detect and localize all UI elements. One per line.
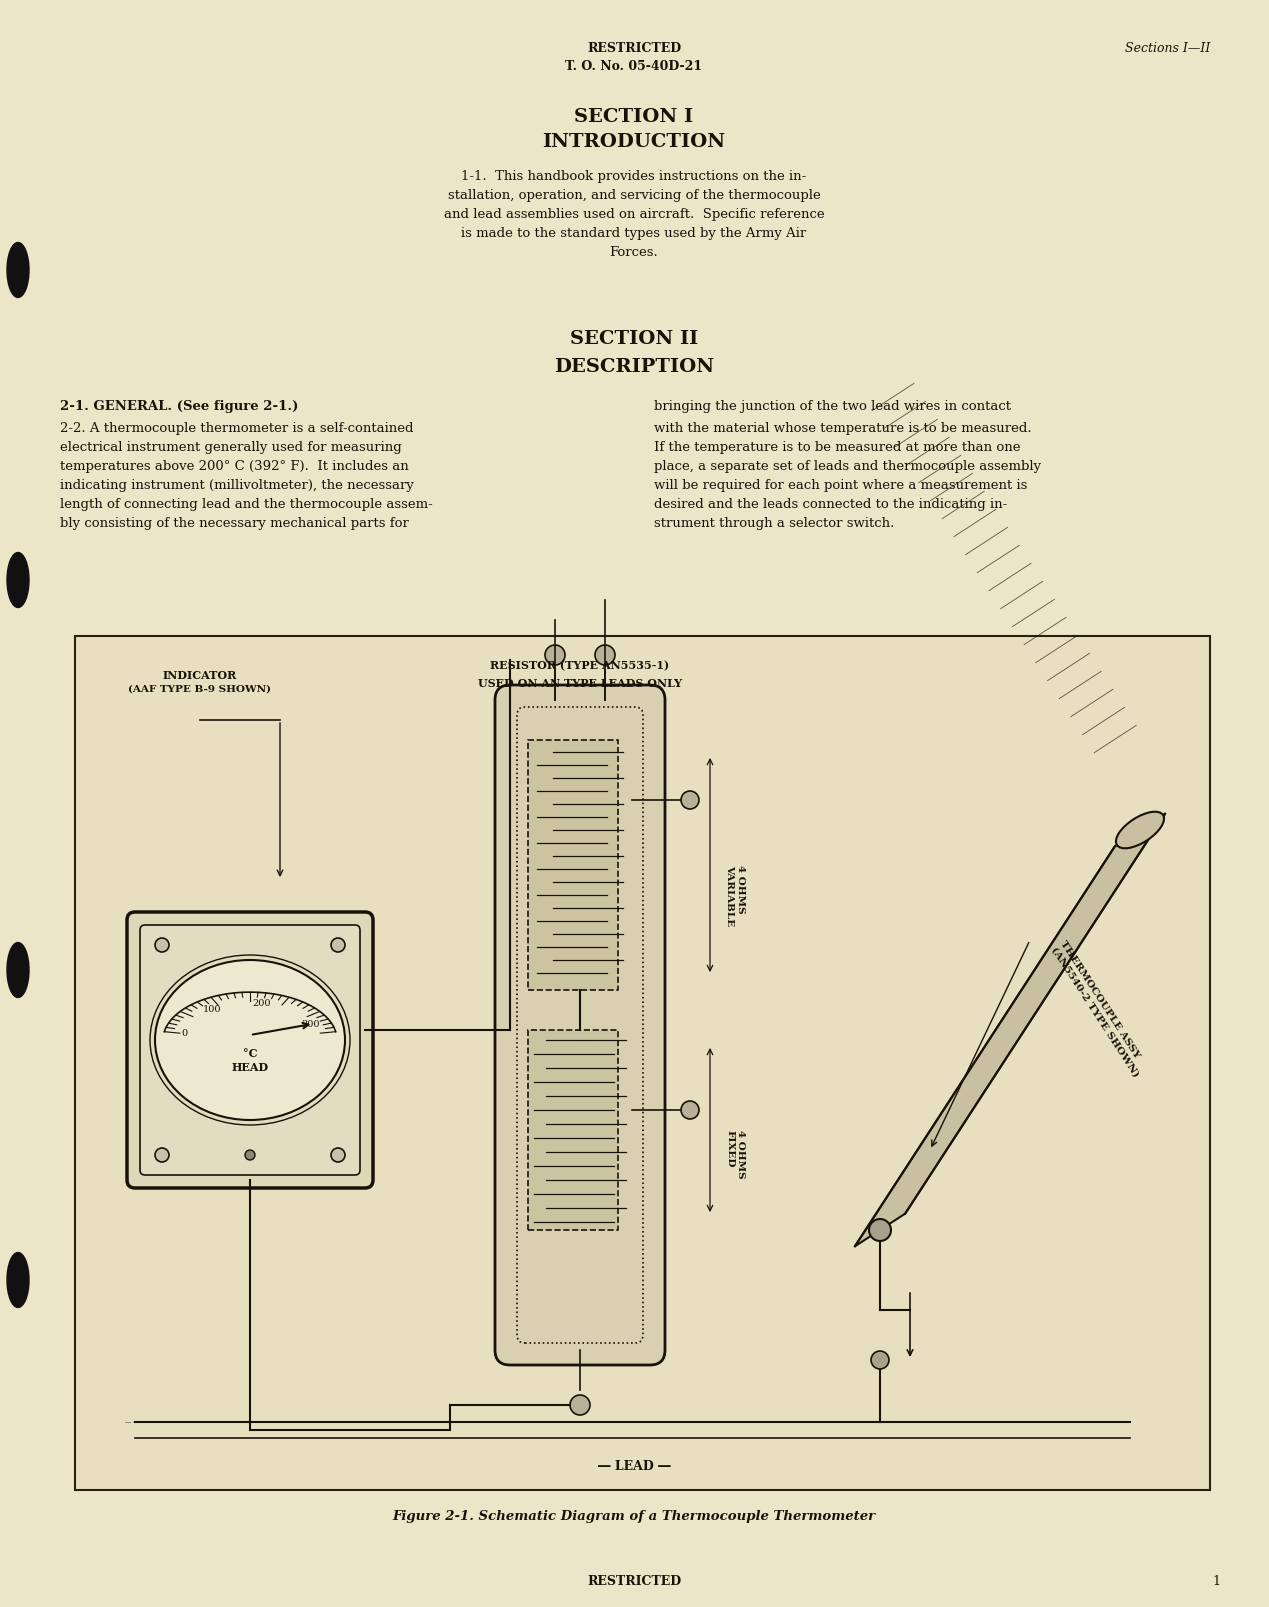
Ellipse shape bbox=[871, 1351, 890, 1369]
Text: 4 OHMS
FIXED: 4 OHMS FIXED bbox=[726, 1130, 745, 1178]
Ellipse shape bbox=[595, 644, 615, 665]
Ellipse shape bbox=[8, 942, 29, 998]
Text: (AAF TYPE B-9 SHOWN): (AAF TYPE B-9 SHOWN) bbox=[128, 685, 272, 694]
Ellipse shape bbox=[681, 1101, 699, 1118]
Text: SECTION II: SECTION II bbox=[570, 329, 698, 349]
Text: bringing the junction of the two lead wires in contact: bringing the junction of the two lead wi… bbox=[654, 400, 1011, 413]
FancyBboxPatch shape bbox=[495, 685, 665, 1364]
Ellipse shape bbox=[869, 1220, 891, 1241]
Text: 2-1. GENERAL. (See figure 2-1.): 2-1. GENERAL. (See figure 2-1.) bbox=[60, 400, 298, 413]
Ellipse shape bbox=[155, 938, 169, 951]
Text: °C: °C bbox=[242, 1048, 258, 1059]
Text: 0: 0 bbox=[181, 1028, 187, 1038]
Ellipse shape bbox=[8, 553, 29, 607]
Text: HEAD: HEAD bbox=[231, 1062, 269, 1073]
Text: 300: 300 bbox=[302, 1020, 320, 1028]
Text: 200: 200 bbox=[253, 1000, 270, 1008]
Text: INTRODUCTION: INTRODUCTION bbox=[542, 133, 726, 151]
Text: USED ON AN TYPE LEADS ONLY: USED ON AN TYPE LEADS ONLY bbox=[478, 678, 681, 689]
Ellipse shape bbox=[8, 1252, 29, 1308]
FancyBboxPatch shape bbox=[140, 926, 360, 1175]
Ellipse shape bbox=[245, 1151, 255, 1160]
Ellipse shape bbox=[681, 791, 699, 808]
Ellipse shape bbox=[155, 1147, 169, 1162]
Text: THERMOCOUPLE ASSY
(AN5540-2 TYPE SHOWN): THERMOCOUPLE ASSY (AN5540-2 TYPE SHOWN) bbox=[1049, 940, 1150, 1078]
Ellipse shape bbox=[8, 243, 29, 297]
Ellipse shape bbox=[570, 1395, 590, 1416]
Text: 4 OHMS
VARIABLE: 4 OHMS VARIABLE bbox=[726, 865, 745, 926]
Text: 100: 100 bbox=[202, 1006, 221, 1014]
FancyBboxPatch shape bbox=[528, 739, 618, 990]
Ellipse shape bbox=[544, 644, 565, 665]
Text: INDICATOR: INDICATOR bbox=[162, 670, 237, 681]
Text: 1: 1 bbox=[1212, 1575, 1220, 1588]
Text: 1-1.  This handbook provides instructions on the in-
stallation, operation, and : 1-1. This handbook provides instructions… bbox=[444, 170, 825, 259]
Text: T. O. No. 05-40D-21: T. O. No. 05-40D-21 bbox=[566, 59, 703, 72]
FancyBboxPatch shape bbox=[127, 913, 373, 1188]
Text: SECTION I: SECTION I bbox=[575, 108, 694, 125]
Text: ― LEAD ―: ― LEAD ― bbox=[598, 1461, 670, 1474]
Bar bbox=[75, 636, 1211, 1490]
Ellipse shape bbox=[331, 938, 345, 951]
Text: Figure 2-1. Schematic Diagram of a Thermocouple Thermometer: Figure 2-1. Schematic Diagram of a Therm… bbox=[392, 1511, 876, 1523]
Text: RESISTOR (TYPE AN5535-1): RESISTOR (TYPE AN5535-1) bbox=[490, 660, 670, 672]
FancyBboxPatch shape bbox=[528, 1030, 618, 1229]
Text: RESTRICTED: RESTRICTED bbox=[588, 1575, 681, 1588]
Text: DESCRIPTION: DESCRIPTION bbox=[555, 358, 714, 376]
Text: with the material whose temperature is to be measured.
If the temperature is to : with the material whose temperature is t… bbox=[654, 423, 1041, 530]
Ellipse shape bbox=[1115, 812, 1164, 848]
Ellipse shape bbox=[155, 959, 345, 1120]
Text: 2-2. A thermocouple thermometer is a self-contained
electrical instrument genera: 2-2. A thermocouple thermometer is a sel… bbox=[60, 423, 433, 530]
Text: RESTRICTED: RESTRICTED bbox=[588, 42, 681, 55]
Text: Sections I—II: Sections I—II bbox=[1124, 42, 1211, 55]
Ellipse shape bbox=[331, 1147, 345, 1162]
Polygon shape bbox=[855, 813, 1165, 1247]
